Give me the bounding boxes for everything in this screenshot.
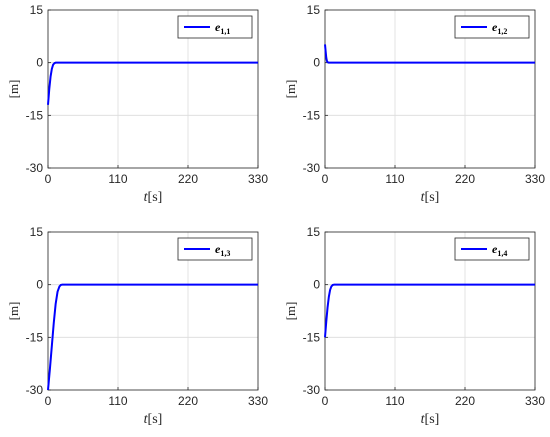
x-tick-label: 0 [322, 394, 329, 408]
y-axis-label: [m] [283, 302, 298, 321]
x-tick-label: 330 [248, 172, 268, 186]
y-tick-label: -15 [26, 108, 44, 122]
x-tick-label: 220 [178, 394, 198, 408]
legend-box [454, 237, 530, 261]
y-tick-label: -15 [303, 330, 321, 344]
chart-panel-4: 0 110 220 330 15 0 -15 -30 [m] t[s] e1,4 [283, 225, 545, 427]
y-tick-label: 0 [36, 56, 43, 70]
x-tick-label: 220 [178, 172, 198, 186]
y-tick-label: 0 [313, 56, 320, 70]
y-tick-label: 0 [36, 278, 43, 292]
x-tick-label: 330 [248, 394, 268, 408]
x-axis-label: t[s] [421, 412, 440, 427]
series-line [47, 61, 258, 105]
y-axis-label: [m] [6, 80, 21, 99]
legend-box [177, 15, 253, 39]
legend-label: e1,4 [492, 242, 507, 258]
x-tick-label: 0 [45, 172, 52, 186]
x-tick-label: 110 [108, 172, 127, 186]
x-axis-label: t[s] [144, 190, 163, 205]
series-line [47, 283, 258, 391]
legend: e1,2 [454, 15, 530, 39]
legend: e1,1 [177, 15, 253, 39]
legend: e1,4 [454, 237, 530, 261]
axes-box [324, 9, 536, 169]
y-tick-label: -15 [303, 108, 321, 122]
x-tick-label: 0 [45, 394, 52, 408]
y-tick-label: -30 [26, 161, 44, 175]
x-axis-label: t[s] [421, 190, 440, 205]
legend-box [177, 237, 253, 261]
x-axis-label: t[s] [144, 412, 163, 427]
y-tick-label: -30 [26, 383, 44, 397]
legend-box [454, 15, 530, 39]
y-tick-label: 15 [30, 225, 44, 239]
x-tick-label: 220 [455, 172, 475, 186]
legend-label: e1,2 [492, 20, 507, 36]
x-tick-label: 110 [385, 394, 404, 408]
y-tick-label: 15 [30, 3, 44, 17]
y-tick-label: 15 [307, 225, 321, 239]
chart-panel-2: 0 110 220 330 15 0 -15 -30 [m] t[s] e1,2 [283, 3, 545, 205]
x-tick-label: 110 [385, 172, 404, 186]
y-axis-label: [m] [6, 302, 21, 321]
x-tick-label: 220 [455, 394, 475, 408]
y-tick-label: 15 [307, 3, 321, 17]
legend-label: e1,3 [215, 242, 230, 258]
y-tick-label: -15 [26, 330, 44, 344]
series-line [324, 44, 535, 64]
y-tick-label: -30 [303, 161, 321, 175]
x-tick-label: 330 [525, 172, 545, 186]
x-tick-label: 110 [108, 394, 127, 408]
legend: e1,3 [177, 237, 253, 261]
series-line [324, 283, 535, 338]
chart-panel-1: 0 110 220 330 15 0 -15 -30 [m] t[s] e1,1 [6, 3, 268, 205]
axes-box [324, 231, 536, 391]
y-tick-label: 0 [313, 278, 320, 292]
x-tick-label: 0 [322, 172, 329, 186]
y-tick-label: -30 [303, 383, 321, 397]
x-tick-label: 330 [525, 394, 545, 408]
axes-box [47, 231, 259, 391]
legend-label: e1,1 [215, 20, 230, 36]
y-axis-label: [m] [283, 80, 298, 99]
axes-box [47, 9, 259, 169]
chart-panel-3: 0 110 220 330 15 0 -15 -30 [m] t[s] e1,3 [6, 225, 268, 427]
